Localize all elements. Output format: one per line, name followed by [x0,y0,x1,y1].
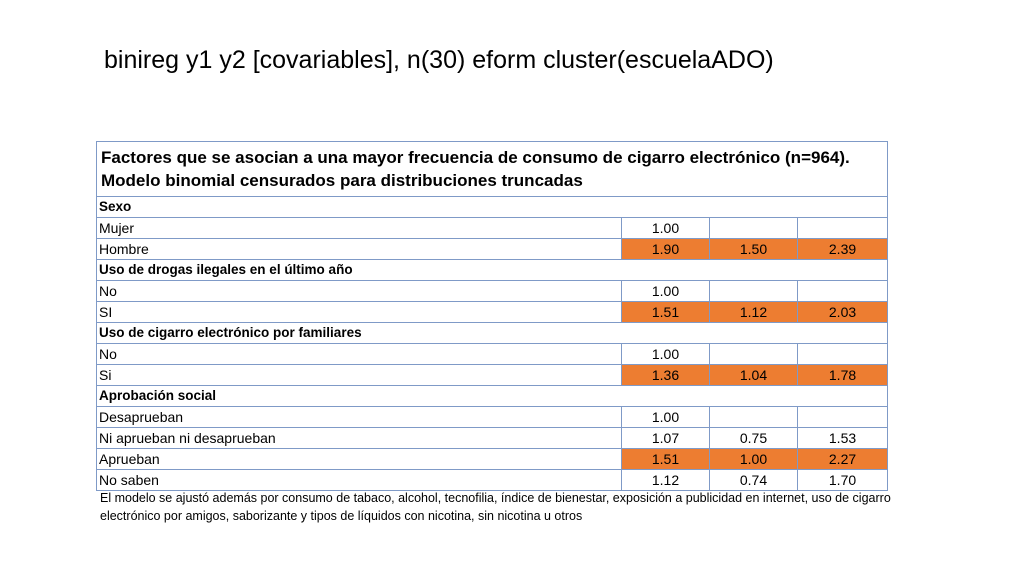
row-label: Mujer [96,217,622,239]
odds-ratio-cell: 1.00 [621,406,710,428]
table-row: SI 1.51 1.12 2.03 [96,301,889,323]
ci-high-cell [796,280,889,302]
ci-low-cell: 1.50 [709,238,798,260]
row-label: Aprueban [96,448,622,470]
ci-high-cell: 2.39 [796,238,889,260]
ci-high-cell [796,343,889,365]
odds-ratio-cell: 1.90 [621,238,710,260]
table-row: No 1.00 [96,280,889,302]
ci-low-cell: 1.00 [709,448,798,470]
section-header-row: Aprobación social [95,385,889,407]
row-label: Ni aprueban ni desaprueban [96,427,622,449]
slide-title: binireg y1 y2 [covariables], n(30) eform… [104,46,774,74]
odds-ratio-cell: 1.51 [621,301,710,323]
ci-high-cell: 1.70 [796,469,889,491]
odds-ratio-cell: 1.00 [621,343,710,365]
ci-high-cell: 2.27 [796,448,889,470]
row-label: Hombre [96,238,622,260]
section-header: Aprobación social [95,385,889,407]
odds-ratio-cell: 1.36 [621,364,710,386]
results-table: Factores que se asocian a una mayor frec… [95,141,889,491]
odds-ratio-cell: 1.12 [621,469,710,491]
table-row: Mujer 1.00 [96,217,889,239]
odds-ratio-cell: 1.51 [621,448,710,470]
section-header: Uso de drogas ilegales en el último año [95,259,889,281]
ci-high-cell: 1.78 [796,364,889,386]
ci-high-cell: 1.53 [796,427,889,449]
row-label: No saben [96,469,622,491]
table-row: No 1.00 [96,343,889,365]
section-header: Sexo [95,196,889,218]
table-row: Ni aprueban ni desaprueban 1.07 0.75 1.53 [96,427,889,449]
odds-ratio-cell: 1.00 [621,280,710,302]
table-row: No saben 1.12 0.74 1.70 [96,469,889,491]
ci-high-cell [796,406,889,428]
row-label: SI [96,301,622,323]
table-row: Desaprueban 1.00 [96,406,889,428]
table-row: Si 1.36 1.04 1.78 [96,364,889,386]
ci-low-cell [709,280,798,302]
section-header: Uso de cigarro electrónico por familiare… [95,322,889,344]
ci-low-cell [709,406,798,428]
ci-low-cell [709,217,798,239]
ci-high-cell [796,217,889,239]
ci-low-cell: 0.75 [709,427,798,449]
ci-low-cell: 1.04 [709,364,798,386]
section-header-row: Uso de cigarro electrónico por familiare… [95,322,889,344]
footnote: El modelo se ajustó además por consumo d… [100,491,891,523]
odds-ratio-cell: 1.07 [621,427,710,449]
row-label: No [96,343,622,365]
ci-low-cell [709,343,798,365]
row-label: Desaprueban [96,406,622,428]
section-header-row: Uso de drogas ilegales en el último año [95,259,889,281]
table-row: Aprueban 1.51 1.00 2.27 [96,448,889,470]
ci-low-cell: 0.74 [709,469,798,491]
odds-ratio-cell: 1.00 [621,217,710,239]
ci-low-cell: 1.12 [709,301,798,323]
table-caption-row: Factores que se asocian a una mayor frec… [95,141,889,197]
table-row: Hombre 1.90 1.50 2.39 [96,238,889,260]
ci-high-cell: 2.03 [796,301,889,323]
row-label: No [96,280,622,302]
row-label: Si [96,364,622,386]
table-body: Factores que se asocian a una mayor frec… [95,141,889,491]
section-header-row: Sexo [95,196,889,218]
table-caption: Factores que se asocian a una mayor frec… [95,141,889,197]
